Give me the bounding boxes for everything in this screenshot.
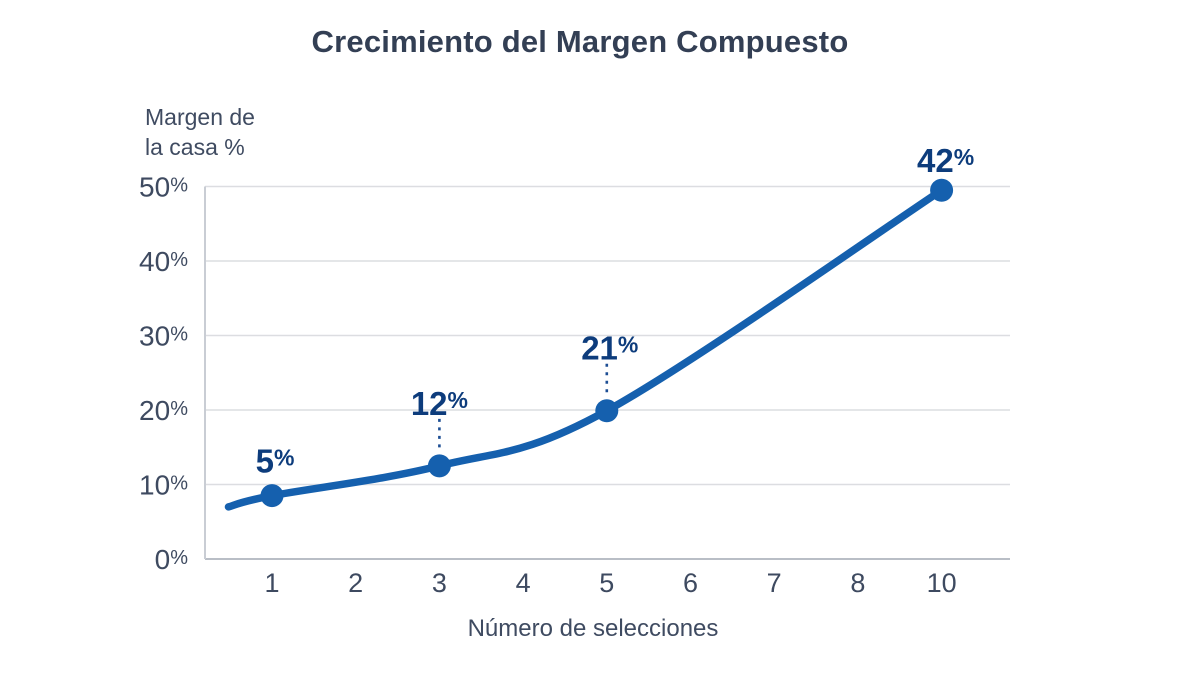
- data-point-label: 5%: [256, 443, 295, 480]
- y-axis-label: Margen de la casa %: [145, 102, 255, 162]
- data-point-marker: [930, 178, 954, 202]
- x-tick-label: 4: [516, 568, 531, 598]
- data-point-label: 21%: [581, 330, 638, 367]
- y-tick-label: 50%: [139, 172, 188, 203]
- y-tick-label: 0%: [155, 544, 189, 575]
- x-tick-label: 10: [927, 568, 957, 598]
- x-tick-label: 1: [264, 568, 279, 598]
- y-tick-label: 20%: [139, 395, 188, 426]
- y-tick-label: 30%: [139, 321, 188, 352]
- data-point-label: 42%: [917, 142, 974, 179]
- data-point-label: 12%: [411, 385, 468, 422]
- x-tick-label: 8: [850, 568, 865, 598]
- y-tick-label: 10%: [139, 470, 188, 501]
- data-point-marker: [427, 454, 451, 478]
- x-tick-label: 3: [432, 568, 447, 598]
- x-tick-label: 6: [683, 568, 698, 598]
- data-point-marker: [595, 399, 619, 423]
- x-tick-label: 5: [599, 568, 614, 598]
- x-tick-label: 2: [348, 568, 363, 598]
- x-axis-label: Número de selecciones: [467, 615, 719, 642]
- x-tick-label: 7: [767, 568, 782, 598]
- data-point-marker: [260, 484, 284, 508]
- y-axis-label-line2: la casa %: [145, 134, 245, 160]
- chart-title: Crecimiento del Margen Compuesto: [311, 24, 849, 59]
- y-tick-label: 40%: [139, 246, 188, 277]
- y-axis-label-line1: Margen de: [145, 104, 255, 130]
